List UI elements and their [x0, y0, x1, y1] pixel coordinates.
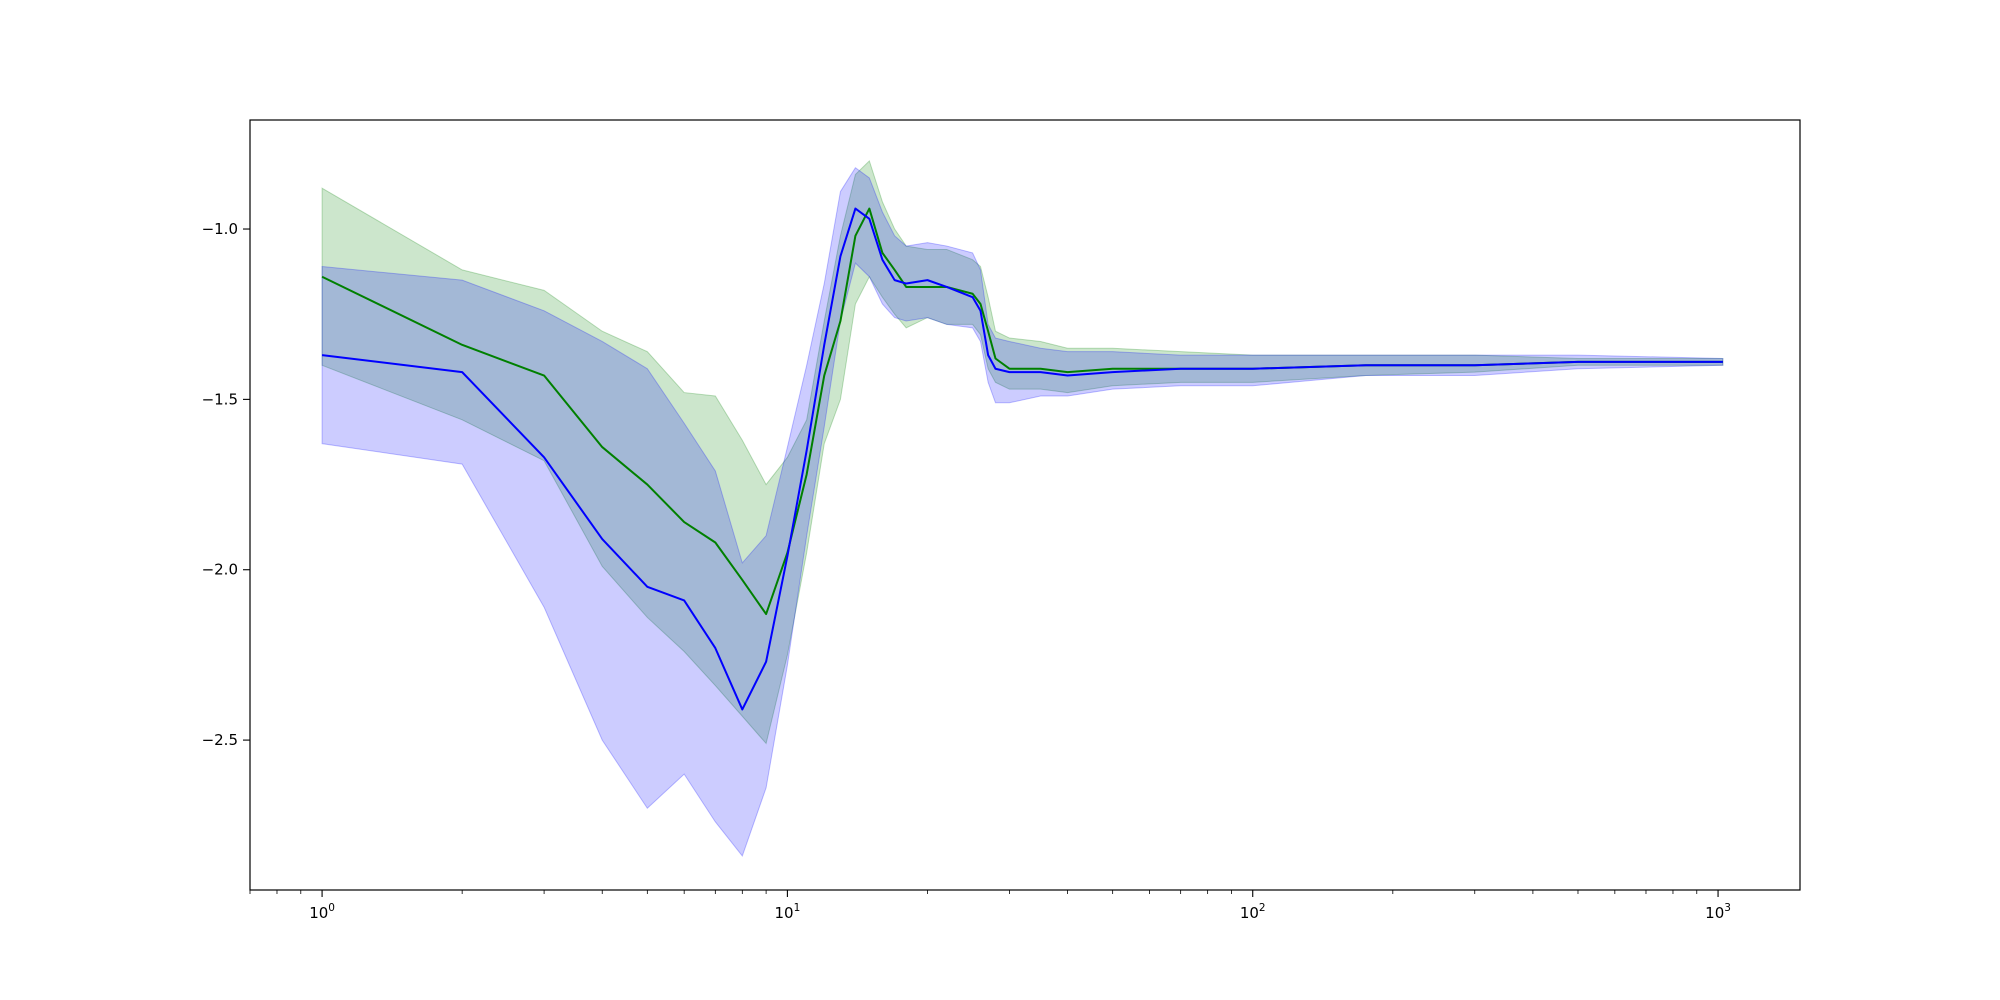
confidence-bands: [321, 159, 1724, 857]
confidence-band-2: [321, 166, 1724, 857]
series-line-1: [321, 207, 1723, 616]
x-axis: 100 101 102 103: [249, 890, 1731, 922]
series-lines: [321, 207, 1723, 711]
x-tick-label: 102: [1240, 902, 1266, 922]
y-tick-label: −2.5: [202, 731, 238, 749]
x-tick-label: 103: [1705, 902, 1731, 922]
confidence-band-1: [321, 159, 1724, 745]
y-tick-label: −2.0: [202, 561, 238, 579]
y-axis: −1.0 −1.5 −2.0 −2.5: [202, 220, 250, 749]
series-line-2: [321, 207, 1723, 711]
x-tick-label: 100: [309, 902, 335, 922]
y-tick-label: −1.5: [202, 390, 238, 408]
plot-frame: [249, 119, 1801, 891]
x-tick-label: 101: [775, 902, 801, 922]
y-tick-label: −1.0: [202, 220, 238, 238]
